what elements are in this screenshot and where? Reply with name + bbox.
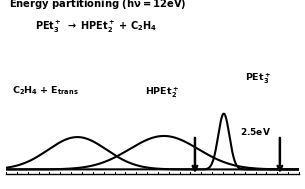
Text: $\bf{Energy\ partitioning\ (h\nu=12eV)}$: $\bf{Energy\ partitioning\ (h\nu=12eV)}$ [9, 0, 187, 11]
Text: $\mathbf{PEt_3^+}$ $\mathbf{\rightarrow}$ $\mathbf{HPEt_2^+}$ $\mathbf{+}$ $\mat: $\mathbf{PEt_3^+}$ $\mathbf{\rightarrow}… [35, 19, 158, 35]
Text: $\mathbf{C_2H_4}$ $\mathbf{+}$ $\mathbf{E_{trans}}$: $\mathbf{C_2H_4}$ $\mathbf{+}$ $\mathbf{… [12, 84, 79, 97]
Text: $\mathbf{2.5eV}$: $\mathbf{2.5eV}$ [240, 125, 271, 136]
Text: $\mathbf{PEt_3^+}$: $\mathbf{PEt_3^+}$ [245, 72, 271, 86]
Text: $\mathbf{HPEt_2^+}$: $\mathbf{HPEt_2^+}$ [145, 86, 179, 100]
